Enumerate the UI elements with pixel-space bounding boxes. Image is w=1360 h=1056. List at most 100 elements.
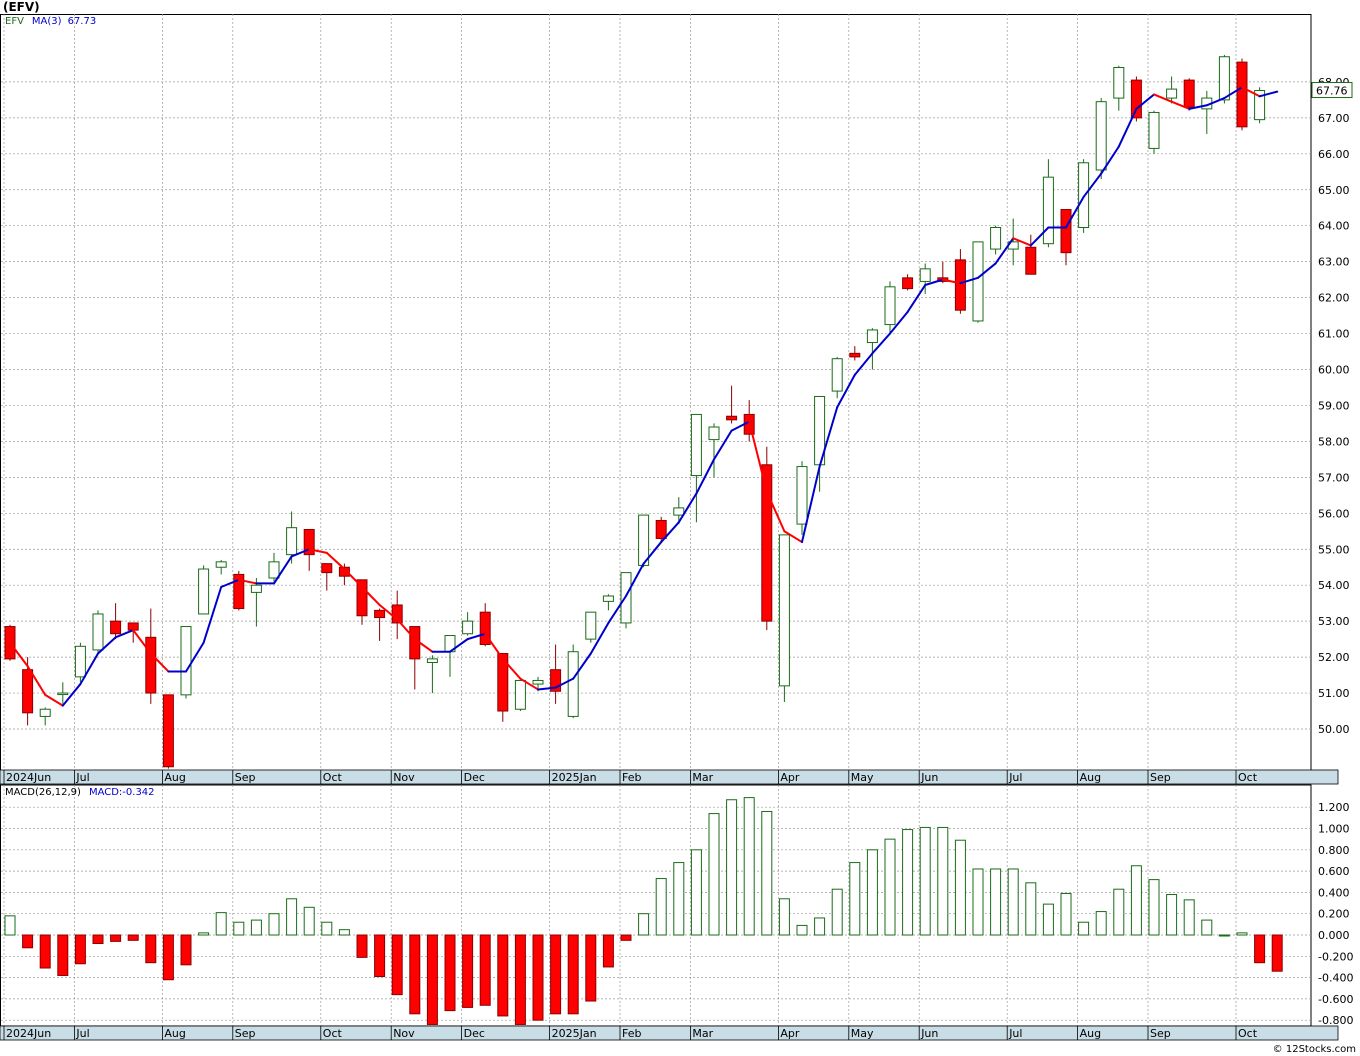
ma-segment (202, 585, 223, 644)
candle-body (567, 651, 579, 717)
ma-segment (660, 521, 680, 544)
macd-bar (162, 934, 174, 981)
chart-title: (EFV) (3, 0, 40, 14)
ma-segment (589, 621, 610, 655)
macd-bar (831, 888, 843, 936)
price-tick-label: 60.00 (1318, 364, 1350, 377)
macd-bar (74, 934, 86, 965)
candle-body (426, 658, 438, 663)
candle-body (866, 329, 878, 344)
macd-tick-label: 0.800 (1318, 844, 1350, 857)
price-tick-label: 62.00 (1318, 292, 1350, 305)
macd-bar (726, 799, 738, 936)
price-panel: 50.00 51.00 52.00 53.00 54.00 55.00 56.00 57.00… (0, 14, 1353, 785)
price-tick-label: 52.00 (1318, 651, 1350, 664)
ma-segment (994, 237, 1015, 265)
ma-segment (449, 638, 469, 653)
macd-date-label: Jul (1008, 1027, 1022, 1040)
watermark: © 12Stocks.com (1273, 1044, 1356, 1055)
price-tick-label: 50.00 (1318, 723, 1350, 736)
ma-segment (1153, 93, 1173, 103)
ma-segment (801, 465, 821, 544)
macd-date-label: 2024Jun (6, 1027, 51, 1040)
macd-bar (690, 849, 702, 936)
date-label: 2024Jun (6, 771, 51, 784)
macd-bar (602, 934, 614, 968)
macd-bar (673, 862, 685, 936)
ma-segment (1117, 107, 1138, 148)
candle-body (514, 679, 526, 710)
macd-bar (4, 915, 16, 936)
macd-bar (268, 913, 280, 936)
macd-bar (708, 813, 720, 936)
macd-bar (884, 838, 896, 936)
candle-body (972, 241, 984, 322)
macd-bar (356, 934, 368, 958)
ma-segment (1012, 237, 1032, 247)
price-tick-label: 53.00 (1318, 615, 1350, 628)
macd-bar (849, 862, 861, 936)
candle-body (127, 622, 139, 631)
ma-segment (343, 568, 363, 588)
ma-segment (361, 585, 381, 606)
ma-segment (1188, 104, 1208, 110)
candle-body (796, 466, 808, 525)
candle-body (479, 611, 491, 646)
macd-bar (1007, 868, 1019, 936)
macd-bar (1218, 934, 1230, 937)
price-tick-label: 51.00 (1318, 687, 1350, 700)
candle-body (162, 694, 174, 768)
macd-bar (919, 826, 931, 936)
ma-segment (61, 683, 82, 707)
candle-body (497, 653, 509, 712)
macd-bar (532, 934, 544, 1021)
macd-bar (497, 934, 509, 1017)
macd-date-label: Apr (780, 1027, 800, 1040)
ma-segment (730, 420, 751, 432)
ma-segment (853, 352, 874, 376)
macd-bar (338, 929, 350, 936)
date-label: Jul (75, 771, 89, 784)
macd-tick-label: 1.000 (1318, 823, 1350, 836)
macd-legend-name: MACD(26,12,9) (5, 787, 81, 798)
price-tick-label: 56.00 (1318, 507, 1350, 520)
macd-tick-label: 1.200 (1318, 801, 1350, 814)
last-price-label: 67.76 (1316, 85, 1348, 98)
macd-legend: MACD(26,12,9) MACD:-0.342 (5, 787, 155, 798)
macd-legend-value: MACD:-0.342 (89, 787, 155, 798)
date-label: May (851, 771, 874, 784)
price-panel-frame (0, 14, 1312, 771)
macd-tick-label: 0.000 (1318, 929, 1350, 942)
macd-bar (180, 934, 192, 966)
date-label: Sep (1150, 771, 1171, 784)
ma-segment (1241, 86, 1261, 98)
ma-segment (1223, 86, 1243, 100)
macd-bar (391, 934, 403, 996)
ma-segment (554, 677, 575, 689)
ma-segment (308, 548, 328, 554)
legend-ma-label: MA(3) (32, 16, 62, 27)
ma-segment (1082, 172, 1103, 198)
date-label: Oct (323, 771, 343, 784)
date-label: Feb (622, 771, 641, 784)
ma-segment (1100, 145, 1120, 175)
macd-bar (866, 849, 878, 936)
macd-panel: 1.200 1.000 0.800 0.600 0.400 0.200 0.000 -0.20… (0, 784, 1353, 1041)
ma-segment (836, 373, 856, 409)
candle-body (1025, 246, 1037, 275)
macd-bar (1113, 888, 1125, 936)
ma-segment (959, 276, 979, 285)
ma-segment (818, 406, 839, 468)
macd-bar (374, 934, 386, 978)
candle-body (1183, 79, 1195, 108)
ma-segment (713, 429, 733, 461)
price-legend: EFV MA(3) 67.73 (5, 16, 96, 27)
ma-segment (906, 284, 927, 313)
ma-segment (1029, 226, 1050, 247)
macd-date-label: Aug (164, 1027, 185, 1040)
macd-bar (585, 934, 597, 1002)
macd-bar (1183, 899, 1195, 936)
price-tick-label: 66.00 (1318, 148, 1350, 161)
